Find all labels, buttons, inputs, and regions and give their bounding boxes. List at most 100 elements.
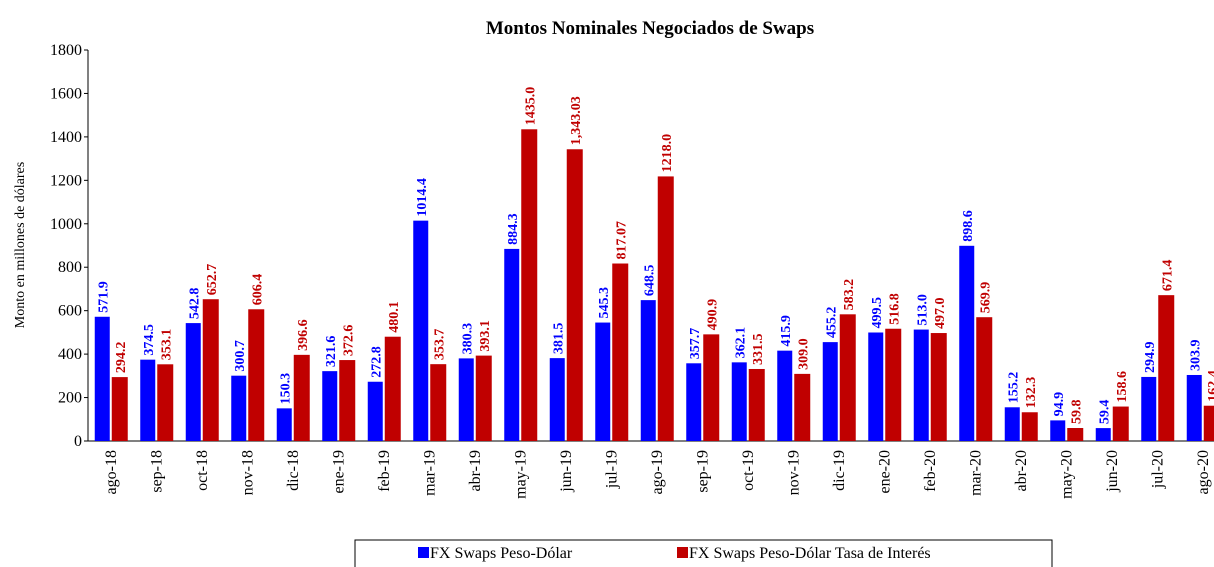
x-tick-label: sep-18 — [148, 450, 165, 493]
y-tick-label: 600 — [58, 303, 82, 320]
x-tick-label: oct-19 — [740, 450, 757, 491]
x-tick-label: ago-18 — [103, 450, 120, 494]
value-label: 1014.4 — [415, 178, 430, 217]
bar — [111, 377, 128, 441]
x-tick-label: ene-19 — [330, 450, 347, 494]
value-label: 353.7 — [432, 329, 447, 361]
x-tick-label: mar-19 — [421, 450, 438, 496]
bar — [868, 332, 884, 441]
bar — [566, 149, 583, 441]
value-label: 898.6 — [961, 210, 976, 242]
value-label: 490.9 — [705, 299, 720, 331]
y-tick-label: 1000 — [50, 216, 82, 233]
value-label: 513.0 — [915, 294, 930, 326]
bar — [202, 299, 219, 441]
bar — [1050, 420, 1066, 441]
x-tick-label: nov-18 — [239, 450, 256, 495]
x-tick-label: may-19 — [512, 450, 529, 499]
bar — [777, 350, 793, 441]
value-label: 309.0 — [796, 338, 811, 370]
value-label: 393.1 — [478, 320, 493, 352]
value-label: 1218.0 — [660, 134, 675, 173]
value-label: 303.9 — [1188, 339, 1203, 371]
bar — [731, 362, 747, 441]
y-tick-label: 0 — [74, 433, 82, 450]
x-tick-label: dic-18 — [285, 450, 302, 491]
value-label: 294.2 — [114, 342, 129, 374]
bar — [1203, 405, 1214, 441]
bar — [1067, 428, 1084, 441]
x-tick-label: feb-19 — [376, 450, 393, 492]
x-tick-label: ene-20 — [876, 450, 893, 494]
bar — [703, 334, 720, 441]
value-label: 272.8 — [369, 346, 384, 378]
value-label: 372.6 — [341, 325, 356, 357]
value-label: 671.4 — [1160, 260, 1175, 292]
x-tick-label: jun-19 — [558, 450, 575, 493]
value-label: 300.7 — [233, 340, 248, 372]
value-label: 380.3 — [460, 323, 475, 355]
value-label: 499.5 — [870, 297, 885, 329]
y-tick-label: 1800 — [50, 42, 82, 59]
value-label: 1,343.03 — [569, 96, 584, 145]
value-label: 331.5 — [751, 333, 766, 365]
bar — [140, 359, 156, 441]
bar — [1158, 295, 1175, 441]
x-tick-label: dic-19 — [831, 450, 848, 491]
x-tick-label: jul-19 — [603, 450, 620, 489]
legend — [354, 539, 1053, 567]
bar — [1112, 406, 1129, 441]
bar — [612, 263, 629, 441]
bar — [413, 220, 429, 441]
y-tick-label: 400 — [58, 346, 82, 363]
bar — [1095, 428, 1111, 441]
bar — [686, 363, 702, 441]
bar — [657, 176, 674, 441]
value-label: 357.7 — [688, 328, 703, 360]
legend-label: FX Swaps Peso-Dólar Tasa de Interés — [689, 545, 931, 562]
bar — [94, 316, 110, 441]
value-label: 353.1 — [159, 329, 174, 361]
y-tick-label: 1400 — [50, 129, 82, 146]
bar — [293, 354, 310, 441]
value-label: 415.9 — [779, 315, 794, 347]
value-label: 1435.0 — [523, 87, 538, 126]
x-tick-label: ago-20 — [1195, 450, 1212, 494]
value-label: 59.8 — [1069, 400, 1084, 425]
bar — [504, 248, 520, 441]
x-tick-label: abr-20 — [1013, 450, 1030, 491]
bar — [521, 129, 538, 441]
value-label: 571.9 — [96, 281, 111, 313]
value-label: 583.2 — [842, 279, 857, 311]
value-label: 94.9 — [1052, 392, 1067, 417]
value-label: 132.3 — [1024, 377, 1039, 409]
bar — [339, 360, 356, 441]
value-label: 158.6 — [1115, 371, 1130, 403]
value-label: 294.9 — [1143, 341, 1158, 373]
value-label: 155.2 — [1006, 372, 1021, 404]
value-label: 150.3 — [278, 373, 293, 405]
x-tick-label: abr-19 — [467, 450, 484, 491]
bar — [794, 373, 811, 441]
bar — [384, 336, 401, 441]
x-tick-label: mar-20 — [967, 450, 984, 496]
value-label: 455.2 — [824, 307, 839, 339]
x-tick-label: may-20 — [1058, 450, 1075, 499]
bar — [976, 317, 993, 441]
value-label: 374.5 — [142, 324, 157, 356]
value-label: 545.3 — [597, 287, 612, 319]
value-label: 162.4 — [1206, 370, 1214, 402]
value-label: 542.8 — [187, 288, 202, 320]
bar — [930, 333, 947, 441]
chart-title: Montos Nominales Negociados de Swaps — [486, 18, 814, 39]
bar — [748, 368, 765, 441]
y-tick-label: 1600 — [50, 85, 82, 102]
bar — [157, 364, 174, 441]
value-label: 817.07 — [614, 221, 629, 260]
bar — [822, 342, 838, 441]
legend-label: FX Swaps Peso-Dólar — [430, 545, 573, 562]
value-label: 381.5 — [551, 323, 566, 355]
value-label: 606.4 — [250, 274, 265, 306]
bar — [549, 358, 565, 441]
